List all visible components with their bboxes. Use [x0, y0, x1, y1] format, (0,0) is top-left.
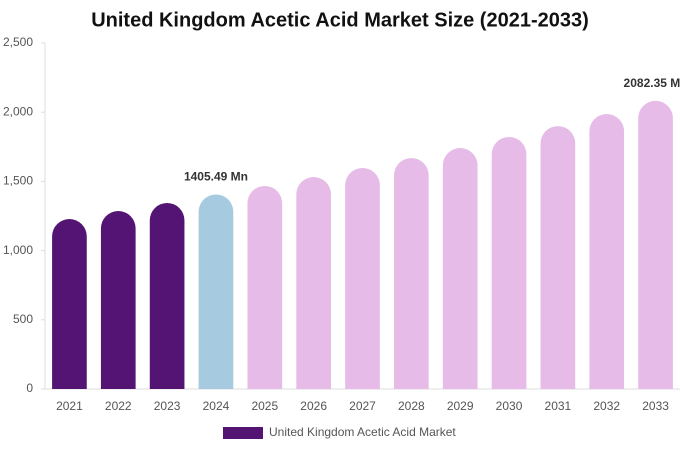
bar [100, 211, 136, 389]
bar [442, 148, 478, 389]
y-tick-label: 2,500 [3, 35, 33, 49]
bar [394, 158, 429, 389]
x-tick-label: 2030 [496, 399, 523, 413]
bar [540, 126, 576, 389]
y-tick-label: 1,500 [3, 174, 33, 188]
y-tick-label: 500 [13, 312, 33, 326]
bar [345, 167, 380, 389]
legend-swatch [223, 427, 263, 439]
x-tick-label: 2022 [105, 399, 132, 413]
x-tick-label: 2031 [545, 399, 572, 413]
bar [247, 185, 283, 389]
x-tick-label: 2028 [398, 399, 425, 413]
y-tick-label: 1,000 [3, 243, 33, 257]
x-tick-label: 2027 [349, 399, 376, 413]
x-tick-label: 2023 [154, 399, 181, 413]
x-tick-label: 2029 [447, 399, 474, 413]
bar [52, 219, 87, 389]
x-tick-label: 2021 [56, 399, 83, 413]
bar [491, 136, 527, 389]
chart-title: United Kingdom Acetic Acid Market Size (… [91, 9, 589, 31]
value-label: 1405.49 Mn [184, 170, 248, 184]
bar [198, 194, 234, 389]
bar [589, 113, 625, 389]
x-tick-label: 2025 [251, 399, 278, 413]
y-tick-label: 0 [26, 381, 33, 395]
x-tick-label: 2033 [642, 399, 669, 413]
x-tick-label: 2026 [300, 399, 327, 413]
legend-label: United Kingdom Acetic Acid Market [269, 425, 456, 439]
y-tick-label: 2,000 [3, 104, 33, 118]
x-tick-label: 2032 [593, 399, 620, 413]
x-tick-label: 2024 [203, 399, 230, 413]
bar [149, 202, 185, 389]
value-label: 2082.35 Mn [624, 76, 680, 90]
bar [296, 176, 331, 389]
bar [638, 100, 673, 390]
